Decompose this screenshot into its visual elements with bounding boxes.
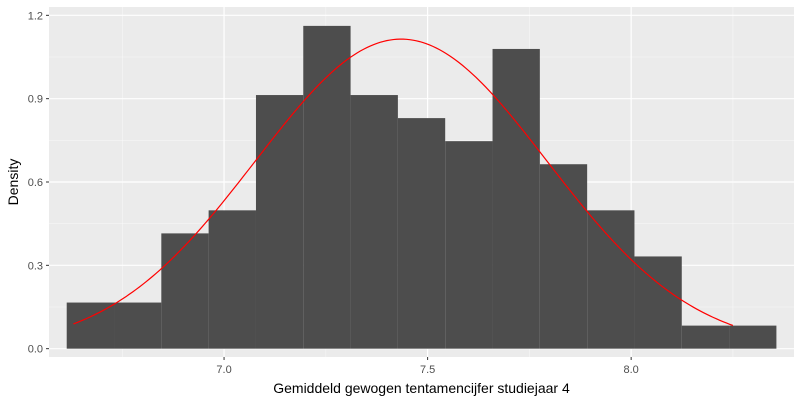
histogram-bar-5 [255,95,304,349]
y-tick-label: 0.6 [28,177,43,189]
histogram-bar-7 [350,95,398,349]
x-tick-label: 8.0 [624,364,639,376]
x-axis-ticks: 7.0 7.5 8.0 [216,357,639,376]
histogram-bar-3 [161,233,209,349]
y-axis-title: Density [5,159,21,206]
x-axis-title: Gemiddeld gewogen tentamencijfer studiej… [273,380,570,396]
x-tick-label: 7.5 [420,364,435,376]
histogram-bar-11 [539,164,588,349]
y-tick-label: 0.9 [28,94,43,106]
y-axis-ticks: 0.0 0.3 0.6 0.9 1.2 [28,10,49,356]
histogram-bar-10 [492,48,540,349]
histogram-bars [66,25,777,349]
histogram-bar-1 [66,302,115,349]
histogram-bar-15 [729,325,777,349]
histogram-bar-12 [587,210,635,349]
y-tick-label: 0.0 [28,344,43,356]
histogram-bar-13 [634,256,682,349]
histogram-bar-4 [208,210,256,349]
y-tick-label: 1.2 [28,10,43,22]
histogram-bar-9 [445,141,493,349]
histogram-bar-8 [397,118,446,349]
histogram-bar-2 [114,302,162,349]
x-tick-label: 7.0 [216,364,231,376]
histogram-bar-14 [681,325,730,349]
normal-density-curve [73,38,734,327]
histogram-bar-6 [303,25,351,349]
y-tick-label: 0.3 [28,260,43,272]
